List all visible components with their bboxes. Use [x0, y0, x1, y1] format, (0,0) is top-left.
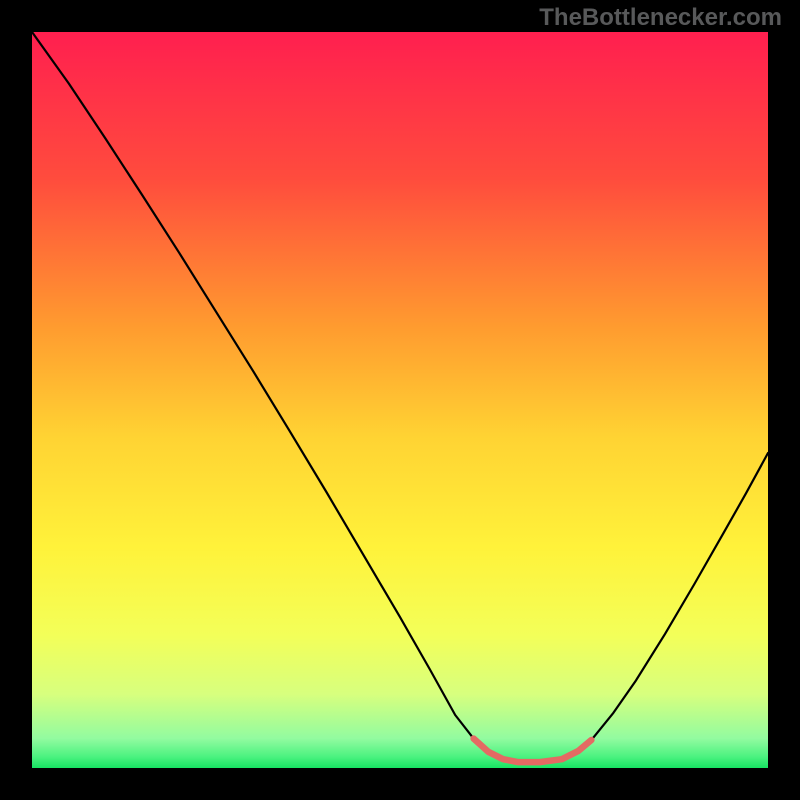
plot-background [32, 32, 768, 768]
chart-svg [32, 32, 768, 768]
chart-root: TheBottlenecker.com [0, 0, 800, 800]
plot-area [32, 32, 768, 768]
watermark-text: TheBottlenecker.com [539, 4, 782, 32]
